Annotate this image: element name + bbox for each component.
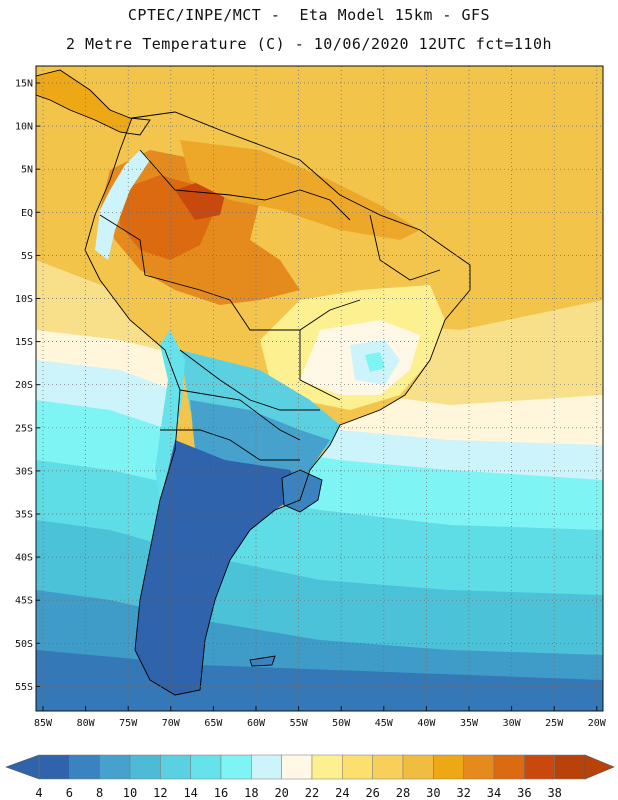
- colorbar-swatch: [160, 754, 191, 780]
- colorbar-right-arrow: [584, 754, 615, 780]
- lon-label: 70W: [162, 718, 181, 729]
- lon-label: 60W: [247, 718, 266, 729]
- colorbar-swatch: [99, 754, 131, 780]
- lat-label: 55S: [15, 682, 33, 693]
- colorbar-tick-label: 30: [426, 786, 440, 800]
- lat-label: 5S: [21, 251, 33, 262]
- colorbar-tick-label: 26: [365, 786, 379, 800]
- lat-label: 25S: [15, 423, 33, 434]
- map-area: [36, 66, 603, 711]
- colorbar-tick-label: 4: [35, 786, 42, 800]
- colorbar-swatch: [190, 754, 222, 780]
- colorbar-tick-label: 24: [335, 786, 349, 800]
- colorbar-tick-label: 38: [547, 786, 561, 800]
- lat-label: 15N: [15, 79, 33, 90]
- colorbar-tick-label: 20: [274, 786, 288, 800]
- longitude-labels: 85W 80W 75W 70W 65W 60W 55W 50W 45W 40W 35W 30W 25W 2…: [34, 706, 607, 729]
- colorbar-swatch: [554, 754, 586, 780]
- lon-label: 55W: [290, 718, 309, 729]
- lon-label: 50W: [332, 718, 351, 729]
- colorbar-swatch: [493, 754, 525, 780]
- lon-label: 35W: [460, 718, 479, 729]
- lat-label: 15S: [15, 337, 33, 348]
- lon-label: 45W: [375, 718, 394, 729]
- lat-label: 35S: [15, 510, 33, 521]
- lat-label: 10N: [15, 122, 33, 133]
- colorbar-swatch: [129, 754, 161, 780]
- colorbar-tick-label: 12: [153, 786, 167, 800]
- colorbar-swatch: [433, 754, 464, 780]
- lon-label: 30W: [503, 718, 522, 729]
- colorbar-tick-label: 28: [396, 786, 410, 800]
- lat-label: 30S: [15, 466, 33, 477]
- title-line-2: 2 Metre Temperature (C) - 10/06/2020 12U…: [65, 35, 553, 53]
- lat-label: 10S: [15, 294, 33, 305]
- lat-label: 20S: [15, 380, 33, 391]
- colorbar-swatch: [311, 754, 343, 780]
- colorbar-left-arrow: [5, 754, 40, 780]
- colorbar-tick-label: 18: [244, 786, 258, 800]
- colorbar-swatch: [463, 754, 495, 780]
- colorbar-tick-label: 34: [487, 786, 501, 800]
- lon-label: 65W: [204, 718, 223, 729]
- colorbar-swatch: [251, 754, 282, 780]
- map-frame: [35, 65, 604, 712]
- colorbar-tick-label: 6: [66, 786, 73, 800]
- lon-label: 75W: [119, 718, 138, 729]
- colorbar-tick-label: 8: [96, 786, 103, 800]
- colorbar-tick-label: 36: [517, 786, 531, 800]
- lon-label: 80W: [77, 718, 96, 729]
- lat-label: EQ: [21, 208, 33, 219]
- lon-label: 40W: [417, 718, 436, 729]
- latitude-labels: 15N 10N 5N EQ 5S 10S 15S 20S 25S 30S 35S 40S 45S 50S 5…: [15, 79, 40, 693]
- colorbar-swatch: [281, 754, 313, 780]
- title-line-1: CPTEC/INPE/MCT - Eta Model 15km - GFS: [127, 6, 491, 24]
- lon-label: 20W: [588, 718, 607, 729]
- colorbar-swatch: [38, 754, 70, 780]
- lat-label: 5N: [21, 165, 33, 176]
- colorbar-swatch: [220, 754, 252, 780]
- graticule: [36, 66, 603, 711]
- colorbar-tick-label: 32: [456, 786, 470, 800]
- colorbar-swatch: [342, 754, 373, 780]
- colorbar-swatch: [524, 754, 555, 780]
- lat-label: 50S: [15, 639, 33, 650]
- lon-label: 85W: [34, 718, 53, 729]
- colorbar-tick-label: 14: [183, 786, 197, 800]
- colorbar-swatch: [402, 754, 434, 780]
- colorbar-tick-label: 16: [214, 786, 228, 800]
- colorbar-swatch: [69, 754, 100, 780]
- colorbar-tick-label: 10: [123, 786, 137, 800]
- lon-label: 25W: [545, 718, 564, 729]
- lat-label: 40S: [15, 553, 33, 564]
- colorbar-swatch: [372, 754, 404, 780]
- colorbar: [5, 754, 615, 780]
- colorbar-tick-label: 22: [305, 786, 319, 800]
- colorbar-labels: 4 6 8 10 12 14 16 18 20 22 24 26 28 30 32 34 36 38: [35, 786, 562, 800]
- lat-label: 45S: [15, 596, 33, 607]
